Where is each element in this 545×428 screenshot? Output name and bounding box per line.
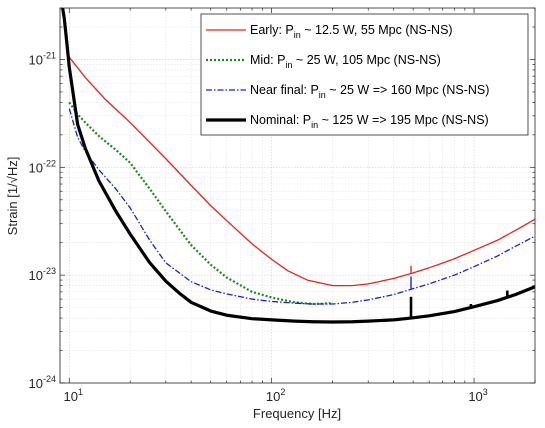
- legend-box: [200, 13, 529, 136]
- series-layer: [61, 8, 535, 324]
- y-tick-label: 10-24: [29, 374, 56, 391]
- y-tick-label: 10-23: [29, 266, 56, 283]
- series-line-nominal: [61, 8, 535, 324]
- legend-label-nominal: Nominal: Pin ~ 125 W => 195 Mpc (NS-NS): [250, 113, 489, 130]
- tick-marks: [59, 7, 536, 384]
- y-tick-label: 10-22: [29, 158, 56, 175]
- legend-label-mid: Mid: Pin ~ 25 W, 105 Mpc (NS-NS): [250, 53, 441, 70]
- y-axis-label: Strain [1/√Hz]: [5, 157, 20, 236]
- series-line-near: [68, 108, 535, 305]
- x-tick-label: 103: [468, 387, 487, 404]
- legend: Early: Pin ~ 12.5 W, 55 Mpc (NS-NS) Mid: …: [200, 13, 529, 136]
- x-tick-label: 101: [64, 387, 83, 404]
- x-tick-label: 102: [266, 387, 285, 404]
- series-line-early: [68, 56, 535, 287]
- plot-frame: [59, 7, 536, 384]
- legend-label-early: Early: Pin ~ 12.5 W, 55 Mpc (NS-NS): [250, 23, 453, 40]
- x-axis-label: Frequency [Hz]: [253, 406, 341, 421]
- y-tick-label: 10-21: [29, 50, 56, 67]
- tick-labels: 101 102 103 10-24 10-23 10-22 10-21: [29, 50, 488, 404]
- legend-label-near: Near final: Pin ~ 25 W => 160 Mpc (NS-NS…: [250, 83, 489, 100]
